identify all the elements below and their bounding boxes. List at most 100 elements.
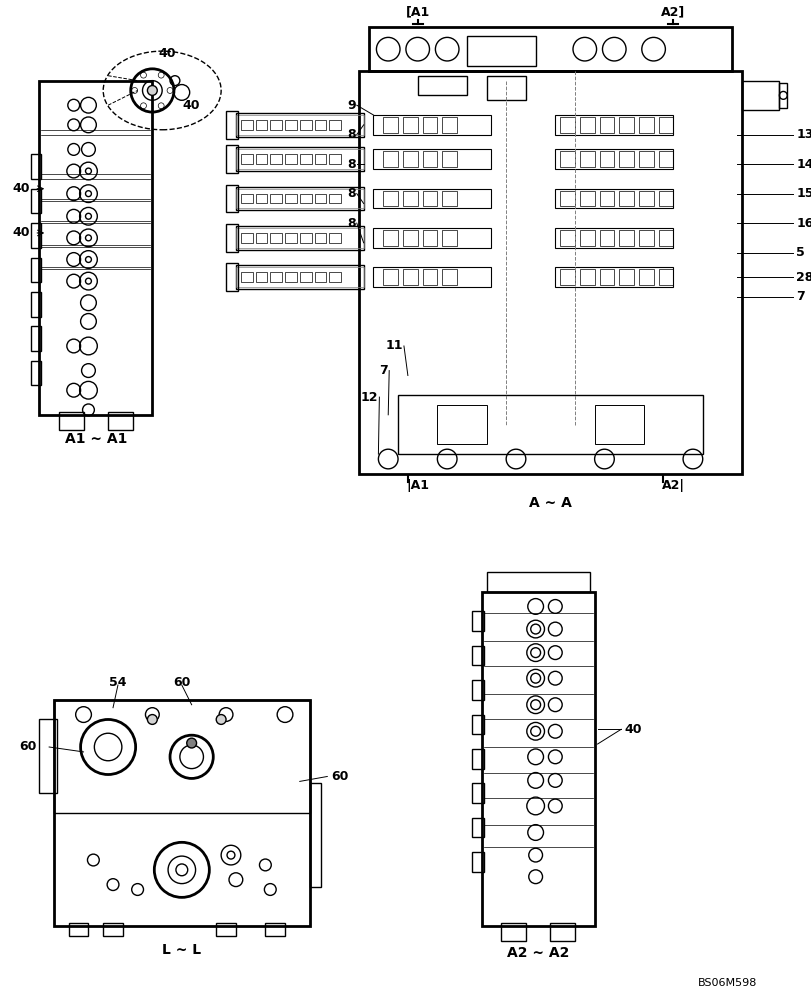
Bar — [442, 191, 457, 206]
Text: 60: 60 — [173, 676, 191, 689]
Bar — [270, 120, 281, 130]
Bar — [555, 115, 672, 135]
Bar — [54, 700, 309, 813]
Bar — [373, 115, 491, 135]
Bar — [658, 117, 672, 133]
Bar — [599, 269, 614, 285]
Bar — [599, 230, 614, 246]
Bar — [442, 230, 457, 246]
Bar — [235, 187, 363, 210]
Text: |A1: |A1 — [406, 479, 429, 492]
Bar — [555, 267, 672, 287]
Bar — [328, 194, 341, 203]
Text: A1 ~ A1: A1 ~ A1 — [65, 432, 127, 446]
Text: 40: 40 — [13, 226, 30, 239]
Bar — [397, 395, 702, 454]
Bar — [402, 269, 417, 285]
Bar — [560, 117, 574, 133]
Bar — [255, 233, 267, 243]
Bar — [328, 154, 341, 164]
Bar — [383, 269, 397, 285]
Bar — [285, 154, 297, 164]
Bar — [471, 646, 483, 665]
Bar — [402, 151, 417, 167]
Bar — [255, 120, 267, 130]
Text: 60: 60 — [331, 770, 348, 783]
Bar — [741, 81, 779, 110]
Bar — [383, 191, 397, 206]
Bar — [779, 83, 787, 108]
Bar — [368, 27, 732, 71]
Bar — [235, 147, 363, 171]
Bar — [235, 113, 363, 137]
Bar — [241, 154, 252, 164]
Bar — [579, 151, 594, 167]
Bar — [481, 592, 594, 926]
Bar — [225, 263, 238, 291]
Text: 13: 13 — [795, 128, 811, 141]
Bar — [328, 233, 341, 243]
Bar — [314, 194, 326, 203]
Circle shape — [187, 738, 196, 748]
Text: A2 ~ A2: A2 ~ A2 — [506, 946, 569, 960]
Bar — [471, 715, 483, 734]
Bar — [235, 149, 363, 169]
Bar — [560, 269, 574, 285]
Text: 40: 40 — [182, 99, 200, 112]
Text: BS06M598: BS06M598 — [697, 978, 756, 988]
Text: 60: 60 — [19, 740, 36, 753]
Bar — [555, 189, 672, 208]
Bar — [241, 120, 252, 130]
Bar — [579, 269, 594, 285]
Bar — [417, 76, 466, 95]
Text: 8: 8 — [347, 217, 355, 230]
Bar — [638, 151, 653, 167]
Bar — [235, 226, 363, 250]
Bar — [555, 149, 672, 169]
Bar — [235, 265, 363, 289]
Bar — [471, 611, 483, 631]
Text: 9: 9 — [347, 99, 355, 112]
Bar — [579, 230, 594, 246]
Bar — [560, 191, 574, 206]
Bar — [471, 852, 483, 872]
Bar — [383, 230, 397, 246]
Bar — [471, 818, 483, 837]
Bar — [402, 191, 417, 206]
Bar — [265, 923, 285, 936]
Bar — [442, 269, 457, 285]
Bar — [235, 228, 363, 248]
Bar — [638, 191, 653, 206]
Text: 40: 40 — [158, 47, 176, 60]
Bar — [32, 189, 41, 213]
Bar — [599, 191, 614, 206]
Bar — [32, 258, 41, 282]
Text: 15: 15 — [795, 187, 811, 200]
Bar — [59, 412, 84, 430]
Bar — [358, 71, 741, 474]
Bar — [658, 191, 672, 206]
Bar — [658, 230, 672, 246]
Bar — [471, 680, 483, 700]
Bar — [255, 194, 267, 203]
Text: A2|: A2| — [661, 479, 684, 492]
Bar — [314, 120, 326, 130]
Bar — [270, 194, 281, 203]
Bar — [422, 117, 437, 133]
Bar — [216, 923, 235, 936]
Text: 40: 40 — [13, 182, 30, 195]
Text: 14: 14 — [795, 158, 811, 171]
Bar — [225, 185, 238, 212]
Bar — [225, 145, 238, 173]
Bar — [32, 154, 41, 179]
Bar — [658, 269, 672, 285]
Bar — [579, 191, 594, 206]
Bar — [373, 228, 491, 248]
Bar — [560, 230, 574, 246]
Text: 8: 8 — [347, 187, 355, 200]
Bar — [402, 230, 417, 246]
Bar — [373, 149, 491, 169]
Bar — [466, 36, 535, 66]
Bar — [299, 154, 311, 164]
Text: 40: 40 — [624, 723, 641, 736]
